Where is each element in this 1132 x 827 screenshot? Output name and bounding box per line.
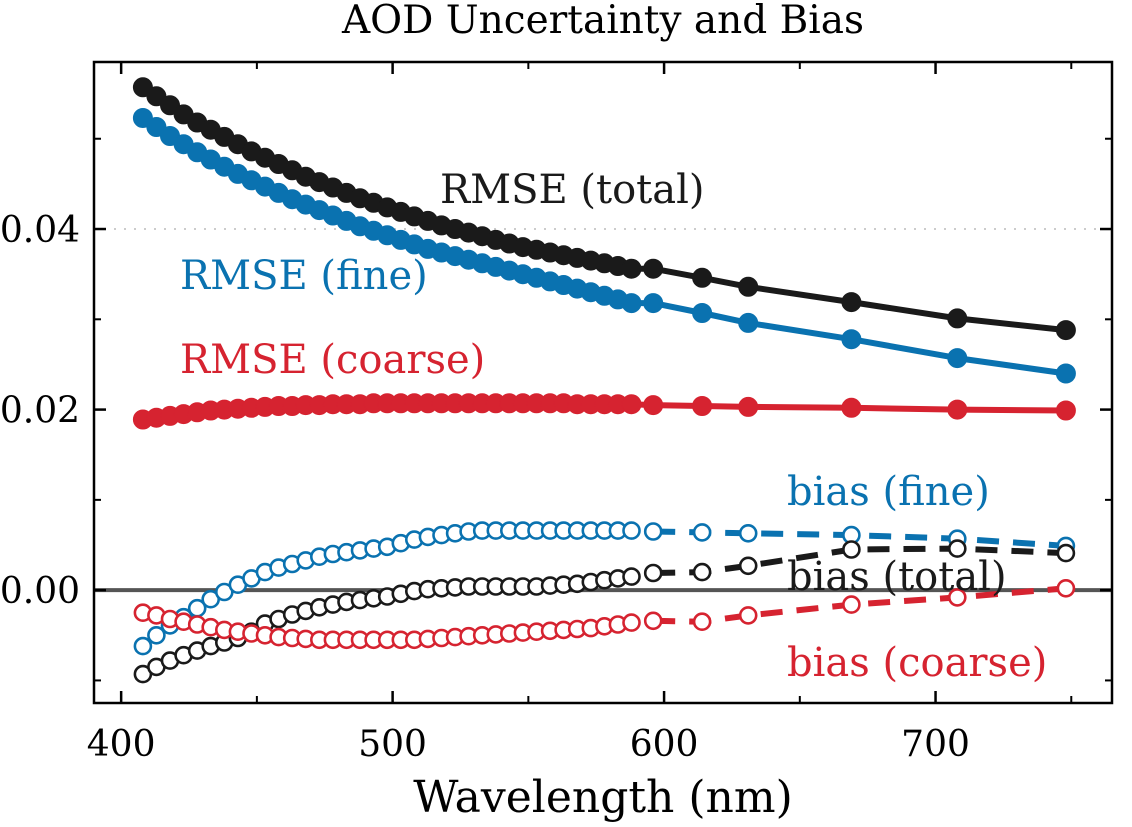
x-tick-label: 600 bbox=[630, 724, 699, 765]
label-bias-total: bias (total) bbox=[787, 554, 1007, 600]
data-point bbox=[622, 567, 641, 586]
data-point bbox=[643, 293, 664, 314]
data-point bbox=[841, 329, 862, 350]
data-point bbox=[947, 308, 968, 329]
ticks-layer: 400 500 600 700 0.00 0.02 0.04 bbox=[0, 62, 1112, 765]
label-rmse-fine: RMSE (fine) bbox=[180, 253, 428, 299]
series-layer bbox=[132, 77, 1076, 684]
data-point bbox=[947, 588, 967, 607]
data-point bbox=[738, 396, 759, 417]
data-point bbox=[643, 522, 663, 541]
data-point bbox=[1056, 578, 1076, 598]
data-point bbox=[1055, 400, 1076, 421]
data-point bbox=[947, 348, 968, 369]
data-point bbox=[622, 613, 641, 632]
x-axis-label: Wavelength (nm) bbox=[413, 772, 793, 823]
data-point bbox=[738, 556, 758, 576]
x-tick-label: 500 bbox=[358, 724, 427, 765]
data-point bbox=[643, 563, 663, 583]
data-point bbox=[738, 606, 758, 625]
data-point bbox=[622, 521, 641, 540]
data-point bbox=[947, 539, 967, 558]
data-point bbox=[947, 399, 968, 420]
series-rmse-fine bbox=[132, 108, 1076, 384]
series-rmse-coarse bbox=[132, 393, 1076, 430]
label-rmse-coarse: RMSE (coarse) bbox=[180, 337, 485, 383]
data-point bbox=[621, 394, 642, 415]
y-tick-label: 0.04 bbox=[0, 210, 80, 251]
data-point bbox=[1055, 363, 1076, 384]
x-tick-label: 400 bbox=[87, 724, 156, 765]
data-point bbox=[692, 267, 713, 288]
data-point bbox=[841, 292, 862, 313]
data-point bbox=[842, 540, 861, 559]
data-point bbox=[738, 276, 759, 297]
data-point bbox=[692, 612, 712, 632]
data-point bbox=[621, 258, 642, 279]
data-point bbox=[738, 312, 759, 333]
chart-title: AOD Uncertainty and Bias bbox=[341, 0, 864, 43]
data-point bbox=[621, 293, 642, 314]
series-bias-coarse bbox=[133, 578, 1076, 650]
data-point bbox=[842, 595, 861, 614]
series-rmse-total bbox=[132, 77, 1076, 341]
data-point bbox=[643, 611, 663, 631]
data-point bbox=[738, 523, 758, 543]
data-point bbox=[692, 303, 713, 323]
data-point bbox=[692, 523, 712, 542]
data-point bbox=[1056, 543, 1076, 563]
y-tick-label: 0.00 bbox=[0, 571, 80, 612]
label-rmse-total: RMSE (total) bbox=[440, 167, 704, 213]
data-point bbox=[147, 625, 166, 645]
x-tick-label: 700 bbox=[901, 724, 970, 765]
series-bias-fine bbox=[133, 521, 1076, 656]
y-tick-label: 0.02 bbox=[0, 391, 80, 432]
data-point bbox=[841, 397, 862, 418]
data-point bbox=[133, 636, 153, 656]
data-point bbox=[1055, 320, 1076, 341]
plot-frame bbox=[92, 60, 1114, 705]
data-point bbox=[643, 395, 664, 416]
label-bias-coarse: bias (coarse) bbox=[787, 640, 1047, 686]
data-point bbox=[692, 396, 713, 416]
label-bias-fine: bias (fine) bbox=[787, 469, 990, 515]
data-point bbox=[643, 258, 664, 279]
data-point bbox=[692, 562, 712, 582]
